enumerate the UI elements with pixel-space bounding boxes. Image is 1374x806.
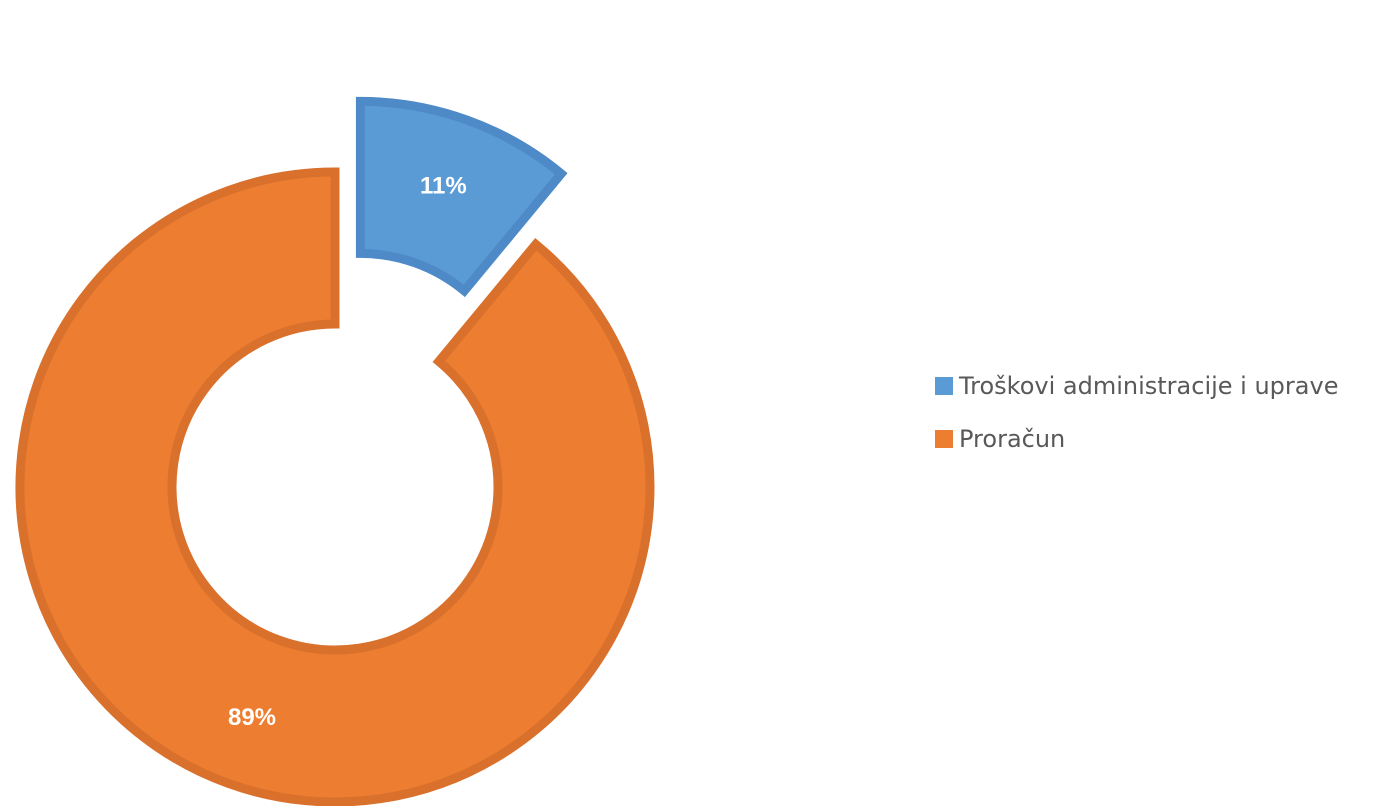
legend-swatch-1 [935,377,953,395]
legend-swatch-2 [935,430,953,448]
legend-label-1: Troškovi administracije i uprave [958,372,1338,400]
chart-slices [15,96,655,806]
slice-2 [15,167,655,806]
slice-1 [355,96,568,298]
data-label-1: 11% [420,172,467,199]
data-label-2: 89% [228,704,276,731]
chart-legend: Troškovi administracije i uprave Proračun [935,372,1338,453]
legend-label-2: Proračun [959,425,1065,453]
chart-data-labels: 11% 89% [228,172,467,731]
